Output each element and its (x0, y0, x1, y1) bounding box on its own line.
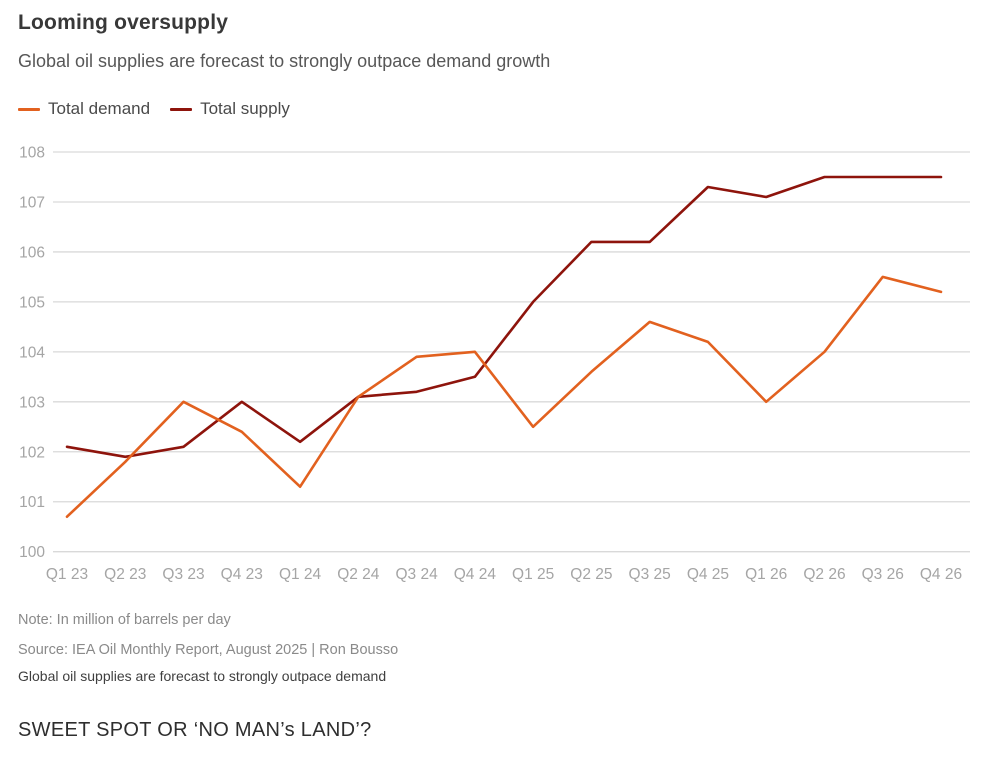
y-axis-tick-label: 108 (19, 145, 45, 162)
demand-line-swatch (18, 107, 40, 111)
x-axis-tick-label: Q1 24 (279, 566, 322, 583)
x-axis-tick-label: Q3 26 (862, 566, 904, 583)
x-axis-tick-label: Q1 23 (46, 566, 88, 583)
x-axis-tick-label: Q4 25 (687, 566, 729, 583)
chart-subtitle: Global oil supplies are forecast to stro… (18, 51, 551, 71)
line-chart: 100 101 102 103 104 105 106 107 108 Q1 23 Q2 23 Q3 … (19, 145, 970, 583)
total-supply-line (65, 175, 943, 459)
chart-source: Source: IEA Oil Monthly Report, August 2… (18, 642, 399, 658)
x-axis-tick-label: Q1 25 (512, 566, 554, 583)
y-axis-tick-label: 104 (19, 344, 45, 361)
chart-title: Looming oversupply (18, 11, 229, 34)
legend-item-total-supply: Total supply (170, 99, 290, 119)
y-axis-tick-label: 100 (19, 544, 45, 561)
y-axis-tick-label: 102 (19, 444, 45, 461)
total-demand-line (65, 275, 943, 519)
x-axis-tick-label: Q3 24 (395, 566, 438, 583)
x-axis-tick-label: Q1 26 (745, 566, 787, 583)
x-axis-tick-label: Q2 25 (570, 566, 612, 583)
y-axis-tick-label: 103 (19, 394, 45, 411)
section-heading: SWEET SPOT OR ‘NO MAN’s LAND’? (18, 719, 372, 741)
x-axis-tick-label: Q3 23 (162, 566, 204, 583)
legend-item-total-demand: Total demand (18, 99, 150, 119)
y-axis-tick-label: 107 (19, 194, 45, 211)
x-axis-tick-label: Q4 24 (454, 566, 497, 583)
x-axis-tick-label: Q3 25 (629, 566, 671, 583)
supply-line-swatch (170, 107, 193, 111)
chart-legend: Total demand Total supply (18, 99, 290, 119)
y-axis-tick-label: 106 (19, 244, 45, 261)
chart-note: Note: In million of barrels per day (18, 612, 231, 628)
x-axis-tick-label: Q2 23 (104, 566, 146, 583)
legend-label: Total supply (200, 99, 290, 118)
x-axis-tick-label: Q4 23 (221, 566, 263, 583)
chart-caption: Global oil supplies are forecast to stro… (18, 668, 387, 684)
y-axis-tick-label: 105 (19, 294, 45, 311)
y-axis-tick-label: 101 (19, 494, 45, 511)
x-axis-tick-label: Q2 24 (337, 566, 380, 583)
x-axis-tick-label: Q4 26 (920, 566, 962, 583)
x-axis-tick-label: Q2 26 (803, 566, 845, 583)
legend-label: Total demand (48, 99, 151, 118)
